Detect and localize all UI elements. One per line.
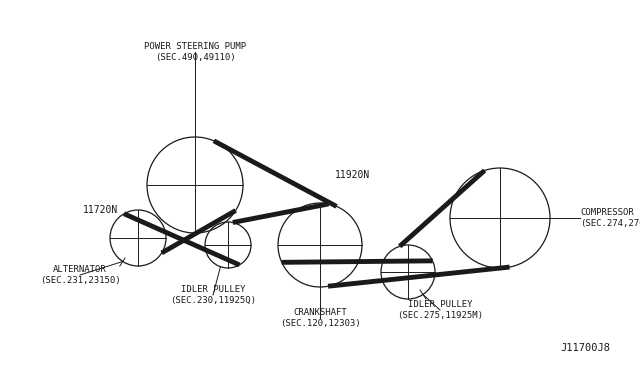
Text: POWER STEERING PUMP
(SEC.490,49110): POWER STEERING PUMP (SEC.490,49110) — [144, 42, 246, 62]
Text: J11700J8: J11700J8 — [560, 343, 610, 353]
Text: COMPRESSOR
(SEC.274,27630): COMPRESSOR (SEC.274,27630) — [580, 208, 640, 228]
Text: CRANKSHAFT
(SEC.120,12303): CRANKSHAFT (SEC.120,12303) — [280, 308, 360, 328]
Text: 11920N: 11920N — [334, 170, 370, 180]
Text: 11720N: 11720N — [83, 205, 118, 215]
Text: IDLER PULLEY
(SEC.275,11925M): IDLER PULLEY (SEC.275,11925M) — [397, 300, 483, 320]
Text: ALTERNATOR
(SEC.231,23150): ALTERNATOR (SEC.231,23150) — [40, 265, 120, 285]
Text: IDLER PULLEY
(SEC.230,11925Q): IDLER PULLEY (SEC.230,11925Q) — [170, 285, 256, 305]
